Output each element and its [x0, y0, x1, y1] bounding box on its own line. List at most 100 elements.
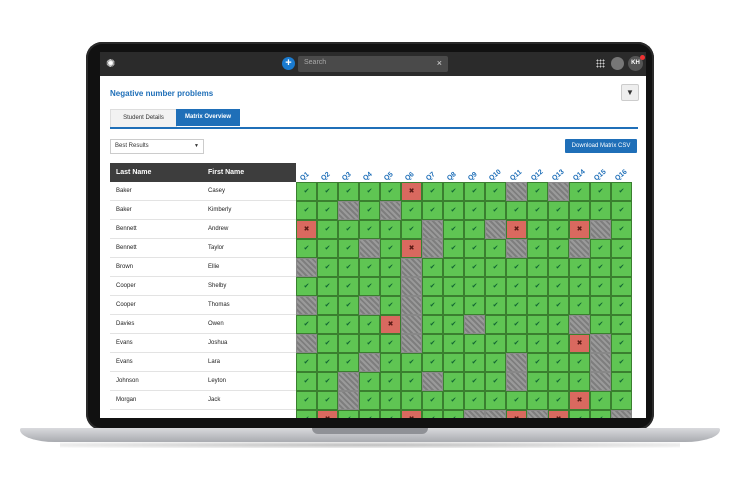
- correct-check-icon[interactable]: ✔: [317, 239, 338, 258]
- correct-check-icon[interactable]: ✔: [359, 277, 380, 296]
- correct-check-icon[interactable]: ✔: [296, 277, 317, 296]
- correct-check-icon[interactable]: ✔: [506, 315, 527, 334]
- correct-check-icon[interactable]: ✔: [464, 182, 485, 201]
- correct-check-icon[interactable]: ✔: [422, 182, 443, 201]
- correct-check-icon[interactable]: ✔: [548, 220, 569, 239]
- correct-check-icon[interactable]: ✔: [611, 277, 632, 296]
- correct-check-icon[interactable]: ✔: [422, 277, 443, 296]
- correct-check-icon[interactable]: ✔: [338, 315, 359, 334]
- not-attempted-cell[interactable]: [401, 277, 422, 296]
- correct-check-icon[interactable]: ✔: [359, 182, 380, 201]
- correct-check-icon[interactable]: ✔: [401, 201, 422, 220]
- correct-check-icon[interactable]: ✔: [464, 277, 485, 296]
- correct-check-icon[interactable]: ✔: [569, 277, 590, 296]
- correct-check-icon[interactable]: ✔: [317, 353, 338, 372]
- not-attempted-cell[interactable]: [296, 296, 317, 315]
- correct-check-icon[interactable]: ✔: [611, 315, 632, 334]
- correct-check-icon[interactable]: ✔: [464, 391, 485, 410]
- correct-check-icon[interactable]: ✔: [569, 296, 590, 315]
- correct-check-icon[interactable]: ✔: [590, 182, 611, 201]
- question-header[interactable]: Q7: [422, 163, 443, 182]
- correct-check-icon[interactable]: ✔: [548, 277, 569, 296]
- incorrect-cross-icon[interactable]: ✖: [401, 410, 422, 418]
- correct-check-icon[interactable]: ✔: [359, 391, 380, 410]
- incorrect-cross-icon[interactable]: ✖: [401, 182, 422, 201]
- question-header[interactable]: Q6: [401, 163, 422, 182]
- correct-check-icon[interactable]: ✔: [443, 410, 464, 418]
- question-header[interactable]: Q12: [527, 163, 548, 182]
- incorrect-cross-icon[interactable]: ✖: [569, 220, 590, 239]
- not-attempted-cell[interactable]: [464, 410, 485, 418]
- correct-check-icon[interactable]: ✔: [590, 201, 611, 220]
- correct-check-icon[interactable]: ✔: [422, 334, 443, 353]
- incorrect-cross-icon[interactable]: ✖: [569, 391, 590, 410]
- not-attempted-cell[interactable]: [401, 258, 422, 277]
- correct-check-icon[interactable]: ✔: [569, 372, 590, 391]
- correct-check-icon[interactable]: ✔: [548, 258, 569, 277]
- correct-check-icon[interactable]: ✔: [317, 201, 338, 220]
- correct-check-icon[interactable]: ✔: [611, 201, 632, 220]
- correct-check-icon[interactable]: ✔: [380, 334, 401, 353]
- not-attempted-cell[interactable]: [590, 220, 611, 239]
- not-attempted-cell[interactable]: [401, 334, 422, 353]
- table-row[interactable]: Davies Owen: [110, 315, 296, 334]
- correct-check-icon[interactable]: ✔: [443, 277, 464, 296]
- correct-check-icon[interactable]: ✔: [317, 277, 338, 296]
- table-row[interactable]: Evans Joshua: [110, 334, 296, 353]
- incorrect-cross-icon[interactable]: ✖: [380, 315, 401, 334]
- table-row[interactable]: Cooper Shelby: [110, 277, 296, 296]
- table-row[interactable]: [110, 410, 296, 418]
- correct-check-icon[interactable]: ✔: [527, 220, 548, 239]
- question-header[interactable]: Q3: [338, 163, 359, 182]
- correct-check-icon[interactable]: ✔: [422, 258, 443, 277]
- correct-check-icon[interactable]: ✔: [338, 258, 359, 277]
- not-attempted-cell[interactable]: [380, 201, 401, 220]
- correct-check-icon[interactable]: ✔: [548, 239, 569, 258]
- incorrect-cross-icon[interactable]: ✖: [506, 410, 527, 418]
- correct-check-icon[interactable]: ✔: [443, 353, 464, 372]
- correct-check-icon[interactable]: ✔: [338, 220, 359, 239]
- incorrect-cross-icon[interactable]: ✖: [569, 334, 590, 353]
- not-attempted-cell[interactable]: [338, 201, 359, 220]
- correct-check-icon[interactable]: ✔: [380, 372, 401, 391]
- question-header[interactable]: Q11: [506, 163, 527, 182]
- correct-check-icon[interactable]: ✔: [317, 334, 338, 353]
- correct-check-icon[interactable]: ✔: [527, 201, 548, 220]
- correct-check-icon[interactable]: ✔: [590, 239, 611, 258]
- correct-check-icon[interactable]: ✔: [611, 296, 632, 315]
- correct-check-icon[interactable]: ✔: [296, 353, 317, 372]
- correct-check-icon[interactable]: ✔: [506, 391, 527, 410]
- not-attempted-cell[interactable]: [590, 372, 611, 391]
- correct-check-icon[interactable]: ✔: [464, 258, 485, 277]
- correct-check-icon[interactable]: ✔: [590, 277, 611, 296]
- not-attempted-cell[interactable]: [359, 239, 380, 258]
- question-header[interactable]: Q14: [569, 163, 590, 182]
- not-attempted-cell[interactable]: [422, 220, 443, 239]
- question-header[interactable]: Q13: [548, 163, 569, 182]
- correct-check-icon[interactable]: ✔: [359, 220, 380, 239]
- correct-check-icon[interactable]: ✔: [506, 296, 527, 315]
- correct-check-icon[interactable]: ✔: [590, 315, 611, 334]
- correct-check-icon[interactable]: ✔: [527, 334, 548, 353]
- correct-check-icon[interactable]: ✔: [506, 201, 527, 220]
- correct-check-icon[interactable]: ✔: [422, 201, 443, 220]
- correct-check-icon[interactable]: ✔: [422, 391, 443, 410]
- correct-check-icon[interactable]: ✔: [569, 353, 590, 372]
- correct-check-icon[interactable]: ✔: [401, 220, 422, 239]
- not-attempted-cell[interactable]: [422, 372, 443, 391]
- not-attempted-cell[interactable]: [338, 372, 359, 391]
- correct-check-icon[interactable]: ✔: [317, 315, 338, 334]
- not-attempted-cell[interactable]: [464, 315, 485, 334]
- correct-check-icon[interactable]: ✔: [317, 391, 338, 410]
- not-attempted-cell[interactable]: [590, 353, 611, 372]
- incorrect-cross-icon[interactable]: ✖: [548, 410, 569, 418]
- question-header[interactable]: Q16: [611, 163, 632, 182]
- correct-check-icon[interactable]: ✔: [464, 201, 485, 220]
- search-box[interactable]: Search ×: [298, 56, 448, 72]
- tab-student-details[interactable]: Student Details: [110, 109, 177, 127]
- correct-check-icon[interactable]: ✔: [485, 296, 506, 315]
- correct-check-icon[interactable]: ✔: [443, 182, 464, 201]
- correct-check-icon[interactable]: ✔: [611, 220, 632, 239]
- correct-check-icon[interactable]: ✔: [422, 296, 443, 315]
- correct-check-icon[interactable]: ✔: [422, 353, 443, 372]
